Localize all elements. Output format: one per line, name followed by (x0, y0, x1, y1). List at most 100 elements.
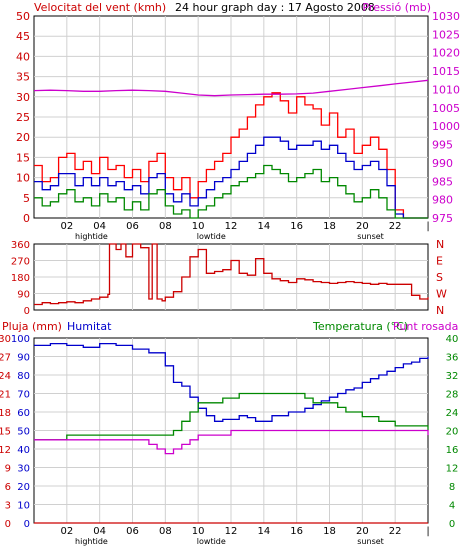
rain-ytick-label: 9 (5, 464, 11, 475)
wind-panel-xtick-label: 08 (159, 221, 172, 232)
temperature-ytick-label: 8 (449, 482, 455, 493)
climate-panel-xtick-label: 22 (389, 526, 402, 537)
climate-panel-xtick-label: 02 (60, 526, 73, 537)
rain-ytick-label: 27 (0, 353, 11, 364)
compass-label: E (436, 255, 443, 268)
rain-ytick-label: 30 (0, 334, 11, 345)
pressure-ytick-label: 1005 (432, 102, 460, 115)
dewpoint-line (34, 429, 429, 455)
rain-ytick-label: 0 (5, 519, 11, 530)
wind-panel-xtick-label: 10 (192, 221, 205, 232)
pressure-ytick-label: 1015 (432, 65, 460, 78)
wind-panel-xtick-label: 14 (257, 221, 270, 232)
wind-panel-xtick-end: | (426, 221, 429, 232)
pressure-ytick-label: 995 (432, 139, 453, 152)
pressure-ytick-label: 1010 (432, 83, 460, 96)
pressure-ytick-label: 980 (432, 194, 453, 207)
climate-panel-xtick-label: 12 (225, 526, 238, 537)
wind-panel-xtick-label: 18 (323, 221, 336, 232)
direction-line (34, 243, 429, 306)
wind-ytick-label: 50 (16, 10, 30, 23)
direction-ytick-label: 270 (11, 257, 30, 268)
wind-panel-xtick-label: 02 (60, 221, 73, 232)
humidity-ytick-label: 10 (17, 501, 30, 512)
humidity-ytick-label: 80 (17, 371, 30, 382)
wind-panel-xtick-label: 20 (356, 221, 369, 232)
rain-ytick-label: 18 (0, 408, 11, 419)
humidity-line (34, 342, 429, 422)
wind-ytick-label: 45 (16, 30, 30, 43)
direction-ytick-label: 180 (11, 273, 30, 284)
climate-panel-xtick-label: 14 (257, 526, 270, 537)
pressure-axis-title: Pressió (mb) (362, 1, 431, 14)
temperature-ytick-label: 36 (446, 353, 459, 364)
temperature-ytick-label: 20 (446, 427, 459, 438)
wind-axis-title: Velocitat del vent (kmh) (34, 1, 166, 14)
direction-ytick-label: 0 (24, 306, 30, 317)
wind-panel-xtick-label: 06 (126, 221, 139, 232)
wind-max-line (34, 92, 428, 219)
temperature-ytick-label: 0 (449, 519, 455, 530)
direction-ytick-label: 90 (17, 290, 30, 301)
wind-ytick-label: 15 (16, 151, 30, 164)
wind-panel-event-sunset: sunset (357, 232, 384, 241)
temperature-line (34, 392, 429, 441)
rain-ytick-label: 21 (0, 390, 11, 401)
compass-label: W (436, 288, 447, 301)
wind-ytick-label: 20 (16, 131, 30, 144)
compass-label: N (436, 304, 444, 317)
climate-panel-xtick-label: 16 (290, 526, 303, 537)
climate-panel-xtick-label: 08 (159, 526, 172, 537)
rain-axis-title: Pluja (mm) (2, 320, 62, 333)
temperature-ytick-label: 40 (446, 334, 459, 345)
direction-ytick-label: 360 (11, 240, 30, 251)
pressure-line (33, 79, 429, 97)
wind-avg-line (34, 136, 428, 219)
wind-ytick-label: 40 (16, 50, 30, 63)
humidity-ytick-label: 20 (17, 482, 30, 493)
rain-ytick-label: 12 (0, 445, 11, 456)
temperature-ytick-label: 16 (446, 445, 459, 456)
pressure-ytick-label: 1025 (432, 28, 460, 41)
wind-ytick-label: 0 (23, 212, 30, 225)
temperature-ytick-label: 32 (446, 371, 459, 382)
climate-panel-xtick-label: 06 (126, 526, 139, 537)
wind-panel-xtick-label: 04 (93, 221, 106, 232)
climate-panel-event-hightide: hightide (75, 537, 108, 546)
rain-ytick-label: 6 (5, 482, 11, 493)
wind-ytick-label: 35 (16, 71, 30, 84)
wind-min-line (34, 164, 428, 219)
wind-panel-event-hightide: hightide (75, 232, 108, 241)
pressure-ytick-label: 1030 (432, 10, 460, 23)
temperature-axis-title: Temperatura (°C) (312, 320, 408, 333)
wind-panel-xtick-label: 22 (389, 221, 402, 232)
wind-panel-event-lowtide: lowtide (197, 232, 226, 241)
climate-panel-xtick-label: 10 (192, 526, 205, 537)
rain-ytick-label: 3 (5, 501, 11, 512)
wind-ytick-label: 10 (16, 172, 30, 185)
wind-ytick-label: 25 (16, 111, 30, 124)
climate-panel-xtick-label: 20 (356, 526, 369, 537)
humidity-ytick-label: 0 (24, 519, 30, 530)
humidity-ytick-label: 30 (17, 464, 30, 475)
compass-label: N (436, 238, 444, 251)
temperature-ytick-label: 4 (449, 501, 455, 512)
wind-ytick-label: 30 (16, 91, 30, 104)
humidity-ytick-label: 100 (11, 334, 30, 345)
wind-panel-xtick-label: 12 (225, 221, 238, 232)
humidity-axis-title: Humitat (67, 320, 112, 333)
temperature-ytick-label: 24 (446, 408, 459, 419)
pressure-ytick-label: 1020 (432, 47, 460, 60)
climate-panel-event-sunset: sunset (357, 537, 384, 546)
pressure-ytick-label: 1000 (432, 120, 460, 133)
climate-panel-xtick-label: 04 (93, 526, 106, 537)
dewpoint-axis-title: Punt rosada (393, 320, 458, 333)
rain-ytick-label: 24 (0, 371, 11, 382)
chart-layer: 0510152025303540455097598098599099510001… (0, 10, 460, 546)
temperature-ytick-label: 12 (446, 464, 459, 475)
humidity-ytick-label: 70 (17, 390, 30, 401)
pressure-ytick-label: 985 (432, 175, 453, 188)
climate-panel-xtick-label: 18 (323, 526, 336, 537)
